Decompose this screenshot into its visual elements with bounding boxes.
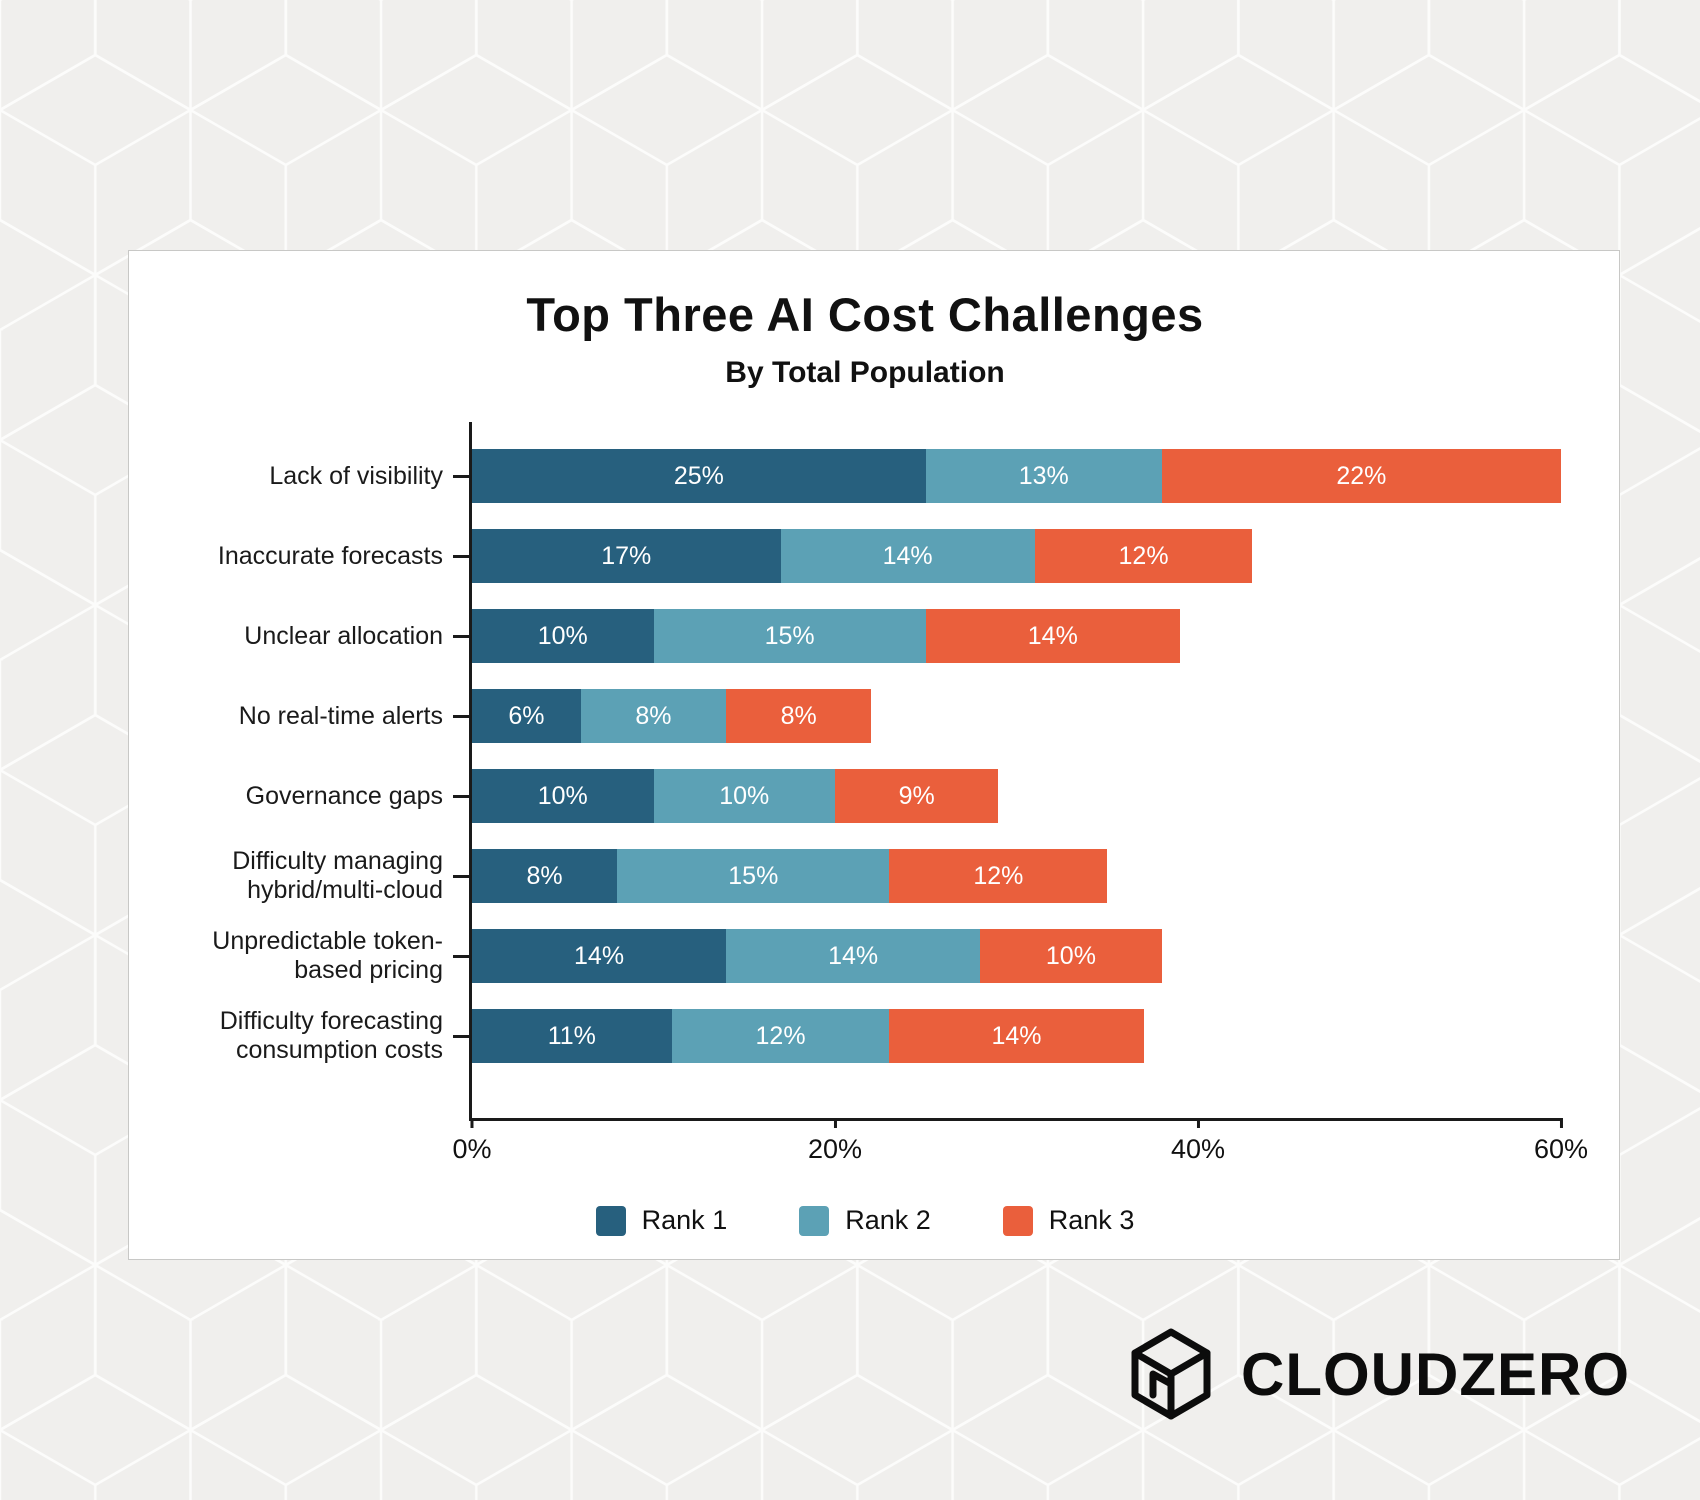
bar-row: 17% 14% 12% (472, 516, 1561, 596)
y-tick-mark (453, 634, 469, 638)
bar-segment-rank-2: 14% (780, 529, 1035, 583)
legend-swatch (1002, 1205, 1033, 1236)
bar-segment-rank-1: 8% (472, 849, 618, 903)
category-label-text: Unclear allocation (244, 621, 443, 650)
bar-segment-rank-3: 12% (1034, 529, 1253, 583)
category-label-text: No real-time alerts (238, 701, 443, 730)
bar-segment-rank-2: 12% (671, 1009, 890, 1063)
legend-label: Rank 1 (641, 1205, 728, 1235)
bar-rows: 25% 13% 22% 17% 14% 12% 10% 15% 14% 6% 8% 8% 10% 10% 9… (472, 436, 1561, 1076)
bar-segment-rank-3: 8% (726, 689, 872, 743)
category-label: Lack of visibility (169, 436, 469, 516)
category-labels-column: Lack of visibility Inaccurate forecasts Un… (169, 422, 469, 1121)
bar-segment-rank-1: 25% (472, 449, 926, 503)
bar-row: 6% 8% 8% (472, 676, 1561, 756)
bar-row: 11% 12% 14% (472, 996, 1561, 1076)
category-label-text: Inaccurate forecasts (217, 541, 443, 570)
x-tick: 20% (808, 1118, 862, 1165)
x-tick: 60% (1534, 1118, 1588, 1165)
bar-segment-rank-1: 10% (472, 609, 654, 663)
bar-segment-rank-1: 14% (472, 929, 727, 983)
bar-segment-rank-2: 14% (726, 929, 981, 983)
x-tick: 0% (452, 1118, 492, 1165)
y-tick-mark (453, 1034, 469, 1038)
category-label: No real-time alerts (169, 676, 469, 756)
bar-segment-rank-1: 11% (472, 1009, 672, 1063)
legend-item-rank-1: Rank 1 (595, 1205, 728, 1236)
cloudzero-logo-icon (1131, 1328, 1211, 1420)
category-label: Difficulty managing hybrid/multi-cloud (169, 836, 469, 916)
category-label: Difficulty forecasting consumption costs (169, 996, 469, 1076)
bar-segment-rank-3: 12% (889, 849, 1108, 903)
stacked-bar-chart: Lack of visibility Inaccurate forecasts Un… (169, 422, 1588, 1164)
bar-row: 25% 13% 22% (472, 436, 1561, 516)
chart-subtitle: By Total Population (725, 356, 1005, 389)
category-label: Unclear allocation (169, 596, 469, 676)
chart-card: Top Three AI Cost Challenges By Total Po… (128, 250, 1620, 1260)
x-tick-label: 60% (1533, 1134, 1589, 1164)
x-tick-mark (1559, 1118, 1563, 1128)
x-tick-mark (470, 1118, 474, 1128)
bar-segment-rank-2: 10% (653, 769, 835, 823)
x-tick-mark (833, 1118, 837, 1128)
category-label: Unpredictable token-based pricing (169, 916, 469, 996)
y-tick-mark (453, 714, 469, 718)
bar-row: 8% 15% 12% (472, 836, 1561, 916)
category-label-text: Lack of visibility (269, 461, 443, 490)
legend-item-rank-2: Rank 2 (799, 1205, 931, 1236)
plot-area: 25% 13% 22% 17% 14% 12% 10% 15% 14% 6% 8% 8% 10% 10% 9… (452, 422, 1588, 1164)
bar-segment-rank-3: 22% (1161, 449, 1561, 503)
y-tick-mark (453, 954, 469, 958)
legend-item-rank-3: Rank 3 (1002, 1205, 1135, 1236)
category-label-text: Difficulty forecasting consumption costs (219, 1007, 443, 1064)
bar-segment-rank-3: 14% (925, 609, 1180, 663)
bar-segment-rank-3: 14% (889, 1009, 1144, 1063)
bar-segment-rank-2: 15% (617, 849, 890, 903)
x-axis: 0% 20% 40% 60% (452, 1118, 1588, 1182)
legend-label: Rank 3 (1048, 1205, 1135, 1235)
category-label-text: Unpredictable token-based pricing (212, 927, 443, 984)
bar-segment-rank-3: 10% (980, 929, 1162, 983)
x-tick-label: 20% (807, 1134, 863, 1164)
bar-segment-rank-1: 10% (472, 769, 654, 823)
bar-row: 10% 10% 9% (472, 756, 1561, 836)
cloudzero-logo: CLOUDZERO (1121, 1324, 1630, 1424)
x-tick: 40% (1171, 1118, 1225, 1165)
legend-swatch (799, 1205, 830, 1236)
y-tick-mark (453, 554, 469, 558)
legend: Rank 1 Rank 2 Rank 3 (169, 1205, 1561, 1236)
category-label: Inaccurate forecasts (169, 516, 469, 596)
x-tick-label: 40% (1170, 1134, 1226, 1164)
bar-row: 10% 15% 14% (472, 596, 1561, 676)
bar-segment-rank-1: 17% (472, 529, 781, 583)
bar-segment-rank-1: 6% (472, 689, 581, 743)
chart-title: Top Three AI Cost Challenges (526, 288, 1204, 341)
y-tick-mark (453, 794, 469, 798)
legend-swatch (595, 1205, 626, 1236)
x-tick-label: 0% (452, 1134, 492, 1164)
cloudzero-logo-text: CLOUDZERO (1241, 1340, 1630, 1408)
y-tick-mark (453, 474, 469, 478)
category-label-text: Difficulty managing hybrid/multi-cloud (232, 847, 443, 904)
bar-segment-rank-2: 8% (580, 689, 727, 743)
y-tick-mark (453, 874, 469, 878)
bar-row: 14% 14% 10% (472, 916, 1561, 996)
category-label-text: Governance gaps (245, 781, 443, 810)
bar-segment-rank-2: 15% (653, 609, 926, 663)
x-tick-mark (1196, 1118, 1200, 1128)
bar-segment-rank-2: 13% (925, 449, 1162, 503)
category-label: Governance gaps (169, 756, 469, 836)
bar-segment-rank-3: 9% (835, 769, 999, 823)
legend-label: Rank 2 (845, 1205, 931, 1235)
